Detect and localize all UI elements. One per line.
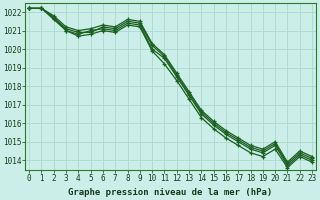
X-axis label: Graphe pression niveau de la mer (hPa): Graphe pression niveau de la mer (hPa) — [68, 188, 273, 197]
